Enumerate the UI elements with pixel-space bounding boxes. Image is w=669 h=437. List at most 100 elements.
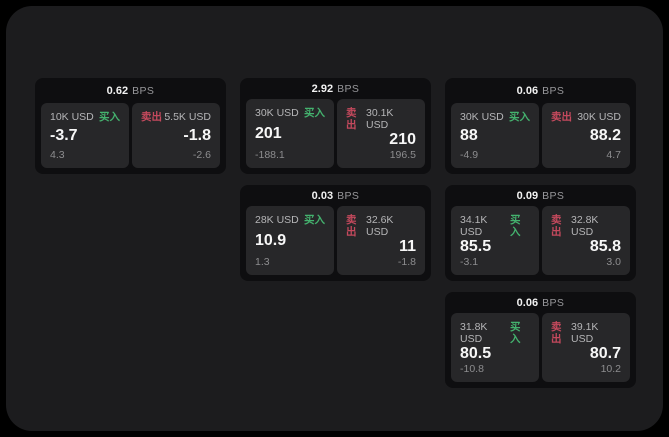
buy-quote-tile[interactable]: 10K USD 买入 -3.7 4.3	[41, 103, 129, 168]
quote-panes: 28K USD 买入 10.9 1.3 卖出 32.6K USD 11 -1.8	[240, 206, 431, 281]
sell-size-label: 39.1K USD	[570, 321, 599, 345]
sell-quote-tile[interactable]: 卖出 32.8K USD 85.8 3.0	[542, 206, 630, 275]
bps-header: 0.03 BPS	[240, 185, 431, 206]
buy-size-label: 30K USD	[255, 107, 299, 119]
buy-quote-tile[interactable]: 30K USD 买入 88 -4.9	[451, 103, 539, 168]
quote-card: 2.92 BPS 30K USD 买入 201 -188.1 卖出 30.1K …	[240, 78, 431, 174]
buy-quote-tile[interactable]: 30K USD 买入 201 -188.1	[246, 99, 334, 168]
bps-value: 0.06	[516, 84, 539, 97]
bps-header: 0.09 BPS	[445, 185, 636, 206]
bps-value: 0.09	[516, 189, 539, 202]
buy-price: 201	[255, 125, 282, 142]
quotes-grid: 0.62 BPS 10K USD 买入 -3.7 4.3 卖出 5.5K USD…	[35, 78, 636, 388]
sell-tag: 卖出	[346, 214, 357, 238]
sell-price: 88.2	[589, 127, 621, 144]
quote-card: 0.06 BPS 31.8K USD 买入 80.5 -10.8 卖出 39.1…	[445, 292, 636, 388]
sell-sub-value: 10.2	[600, 363, 621, 375]
sell-pane-header: 卖出 30.1K USD	[346, 107, 416, 131]
app-window: 0.62 BPS 10K USD 买入 -3.7 4.3 卖出 5.5K USD…	[6, 6, 663, 431]
sell-tag: 卖出	[551, 321, 562, 345]
buy-quote-tile[interactable]: 31.8K USD 买入 80.5 -10.8	[451, 313, 539, 382]
sell-pane-header: 卖出 39.1K USD	[551, 321, 621, 345]
sell-price: 11	[399, 238, 416, 255]
quote-card: 0.09 BPS 34.1K USD 买入 85.5 -3.1 卖出 32.8K…	[445, 185, 636, 281]
quote-panes: 10K USD 买入 -3.7 4.3 卖出 5.5K USD -1.8 -2.…	[35, 103, 226, 174]
quote-panes: 30K USD 买入 201 -188.1 卖出 30.1K USD 210 1…	[240, 99, 431, 174]
sell-tag: 卖出	[551, 111, 572, 123]
bps-unit-label: BPS	[542, 189, 565, 202]
buy-tag: 买入	[99, 111, 120, 123]
bps-value: 2.92	[311, 82, 334, 95]
buy-sub-value: 4.3	[50, 149, 65, 161]
sell-quote-tile[interactable]: 卖出 5.5K USD -1.8 -2.6	[132, 103, 220, 168]
bps-header: 0.06 BPS	[445, 292, 636, 313]
bps-unit-label: BPS	[542, 296, 565, 309]
buy-pane-header: 30K USD 买入	[460, 111, 530, 123]
sell-quote-tile[interactable]: 卖出 30.1K USD 210 196.5	[337, 99, 425, 168]
buy-size-label: 31.8K USD	[460, 321, 488, 345]
sell-price: 210	[389, 131, 416, 148]
buy-price: 88	[460, 127, 478, 144]
sell-pane-header: 卖出 32.8K USD	[551, 214, 621, 238]
buy-price: 10.9	[255, 232, 287, 249]
bps-unit-label: BPS	[337, 82, 360, 95]
buy-pane-header: 34.1K USD 买入	[460, 214, 530, 238]
buy-size-label: 28K USD	[255, 214, 299, 226]
bps-value: 0.62	[106, 84, 129, 97]
bps-unit-label: BPS	[337, 189, 360, 202]
buy-pane-header: 10K USD 买入	[50, 111, 120, 123]
buy-tag: 买入	[304, 214, 325, 226]
quote-panes: 30K USD 买入 88 -4.9 卖出 30K USD 88.2 4.7	[445, 103, 636, 174]
sell-sub-value: -1.8	[397, 256, 416, 268]
bps-unit-label: BPS	[132, 84, 155, 97]
buy-size-label: 34.1K USD	[460, 214, 488, 238]
bps-header: 0.62 BPS	[35, 78, 226, 103]
sell-size-label: 30K USD	[577, 111, 621, 123]
sell-tag: 卖出	[346, 107, 357, 131]
sell-pane-header: 卖出 5.5K USD	[141, 111, 211, 123]
buy-price: 85.5	[460, 238, 492, 255]
sell-sub-value: -2.6	[192, 149, 211, 161]
buy-price: 80.5	[460, 345, 492, 362]
buy-sub-value: -188.1	[255, 149, 285, 161]
buy-sub-value: -4.9	[460, 149, 479, 161]
bps-value: 0.03	[311, 189, 334, 202]
buy-pane-header: 28K USD 买入	[255, 214, 325, 226]
buy-price: -3.7	[50, 127, 78, 144]
buy-size-label: 10K USD	[50, 111, 94, 123]
sell-pane-header: 卖出 32.6K USD	[346, 214, 416, 238]
sell-size-label: 32.8K USD	[570, 214, 599, 238]
buy-quote-tile[interactable]: 28K USD 买入 10.9 1.3	[246, 206, 334, 275]
buy-pane-header: 30K USD 买入	[255, 107, 325, 119]
sell-size-label: 5.5K USD	[164, 111, 211, 123]
sell-pane-header: 卖出 30K USD	[551, 111, 621, 123]
quote-card: 0.03 BPS 28K USD 买入 10.9 1.3 卖出 32.6K US…	[240, 185, 431, 281]
sell-tag: 卖出	[141, 111, 162, 123]
buy-tag: 买入	[510, 214, 521, 238]
sell-sub-value: 4.7	[606, 149, 621, 161]
sell-quote-tile[interactable]: 卖出 32.6K USD 11 -1.8	[337, 206, 425, 275]
buy-tag: 买入	[510, 321, 521, 345]
sell-tag: 卖出	[551, 214, 562, 238]
buy-sub-value: 1.3	[255, 256, 270, 268]
sell-price: -1.8	[183, 127, 211, 144]
sell-size-label: 30.1K USD	[365, 107, 394, 131]
bps-header: 0.06 BPS	[445, 78, 636, 103]
quote-panes: 34.1K USD 买入 85.5 -3.1 卖出 32.8K USD 85.8…	[445, 206, 636, 281]
buy-tag: 买入	[304, 107, 325, 119]
buy-pane-header: 31.8K USD 买入	[460, 321, 530, 345]
bps-value: 0.06	[516, 296, 539, 309]
sell-quote-tile[interactable]: 卖出 30K USD 88.2 4.7	[542, 103, 630, 168]
buy-quote-tile[interactable]: 34.1K USD 买入 85.5 -3.1	[451, 206, 539, 275]
buy-sub-value: -10.8	[460, 363, 484, 375]
sell-price: 85.8	[589, 238, 621, 255]
bps-header: 2.92 BPS	[240, 78, 431, 99]
buy-tag: 买入	[509, 111, 530, 123]
sell-size-label: 32.6K USD	[365, 214, 394, 238]
bps-unit-label: BPS	[542, 84, 565, 97]
buy-size-label: 30K USD	[460, 111, 504, 123]
sell-sub-value: 3.0	[606, 256, 621, 268]
sell-price: 80.7	[589, 345, 621, 362]
quote-card: 0.06 BPS 30K USD 买入 88 -4.9 卖出 30K USD 8…	[445, 78, 636, 174]
sell-quote-tile[interactable]: 卖出 39.1K USD 80.7 10.2	[542, 313, 630, 382]
